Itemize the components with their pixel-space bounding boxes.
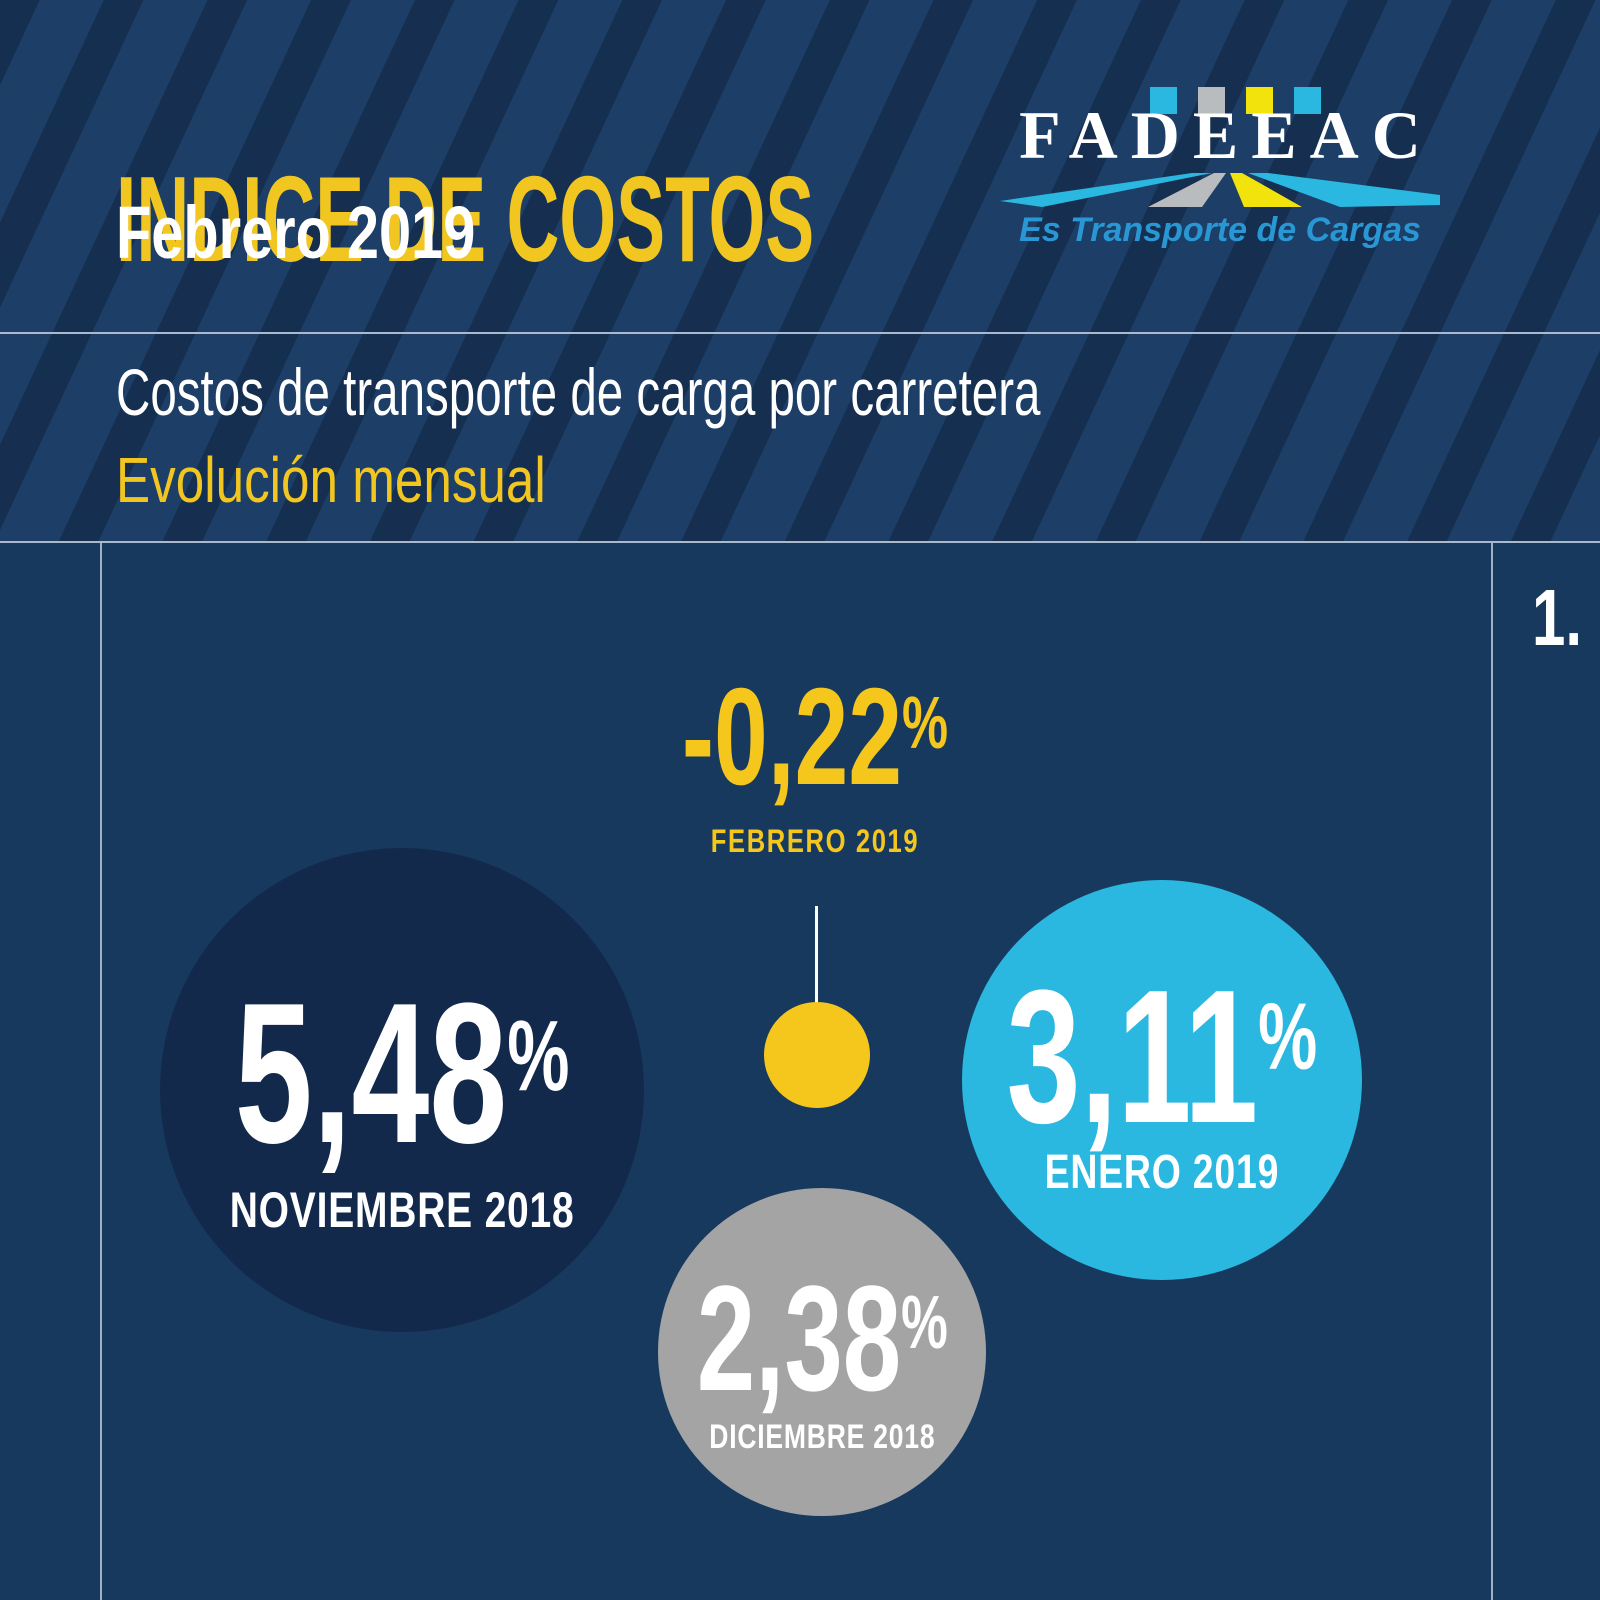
- bubble-value-row: 3,11 %: [1006, 950, 1318, 1163]
- febrero-marker-dot: [764, 1002, 870, 1108]
- subtitle-line-1: Costos de transporte de carga por carret…: [116, 355, 1041, 429]
- bubble-febrero-2019: -0,22 % FEBRERO 2019: [565, 660, 1065, 860]
- bubble-value: 3,11: [1006, 950, 1259, 1163]
- percent-sign: %: [902, 681, 949, 764]
- logo-squares-row: [1015, 87, 1455, 114]
- left-margin-rule: [100, 543, 102, 1600]
- page-period: Febrero 2019: [116, 191, 476, 274]
- bubble-label: DICIEMBRE 2018: [708, 1417, 936, 1456]
- bubble-value-row: -0,22 %: [640, 660, 990, 814]
- logo-square-gray-icon: [1197, 87, 1225, 114]
- logo-tagline: Es Transporte de Cargas: [1019, 211, 1421, 249]
- percent-sign: %: [507, 1000, 570, 1113]
- logo-wordmark: FADEEAC: [1019, 97, 1434, 173]
- section-divider-line: [0, 541, 1600, 543]
- bubble-content: 3,11 % ENERO 2019: [940, 950, 1384, 1200]
- bubble-label: NOVIEMBRE 2018: [229, 1182, 575, 1239]
- bubble-value-row: 5,48 %: [234, 962, 570, 1186]
- bubble-enero-2019: 3,11 % ENERO 2019: [962, 880, 1362, 1280]
- right-margin-rule: [1491, 543, 1493, 1600]
- bubble-content: 5,48 % NOVIEMBRE 2018: [163, 962, 641, 1240]
- road-graphic-icon: [1000, 173, 1440, 207]
- bubble-value-row: 2,38 %: [696, 1253, 948, 1422]
- header-band: INDICE DE COSTOS Febrero 2019 FADEEAC Es…: [0, 0, 1600, 543]
- subtitle-line-2: Evolución mensual: [116, 444, 546, 516]
- logo-square-yellow-icon: [1245, 87, 1273, 114]
- bubble-diciembre-2018: 2,38 % DICIEMBRE 2018: [658, 1188, 986, 1516]
- logo-square-cyan-icon: [1293, 87, 1321, 114]
- footnote-marker: 1.: [1532, 573, 1583, 662]
- page-title: INDICE DE COSTOS: [116, 150, 815, 287]
- bubble-value: -0,22: [681, 660, 903, 814]
- fadeeac-logo: FADEEAC Es Transporte de Cargas: [1000, 85, 1440, 250]
- percent-sign: %: [900, 1279, 948, 1364]
- bubble-label: FEBRERO 2019: [710, 823, 920, 860]
- bubble-noviembre-2018: 5,48 % NOVIEMBRE 2018: [160, 848, 644, 1332]
- pointer-line: [815, 906, 818, 1056]
- bubble-value: 2,38: [696, 1253, 901, 1422]
- bubble-label: ENERO 2019: [1044, 1145, 1280, 1199]
- percent-sign: %: [1258, 983, 1318, 1090]
- header-divider-line: [0, 332, 1600, 334]
- bubble-value: 5,48: [234, 962, 508, 1186]
- bubble-content: 2,38 % DICIEMBRE 2018: [643, 1253, 1002, 1457]
- logo-square-cyan-icon: [1149, 87, 1177, 114]
